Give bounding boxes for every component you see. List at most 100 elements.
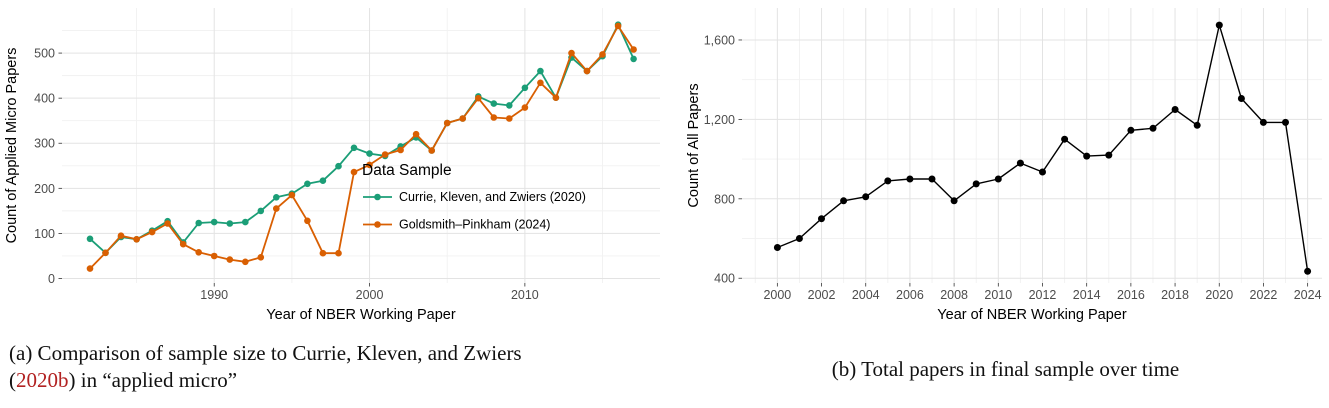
data-point [288,191,296,199]
data-point [257,207,265,215]
axis-ticks: 1990 2000 2010 0 100 200 300 400 500 [34,47,539,302]
data-point [490,100,498,107]
data-point [304,217,311,225]
y-tick-label: 100 [34,227,55,241]
data-point [1282,118,1289,126]
x-tick-label: 2008 [940,288,968,302]
data-point [366,150,373,157]
data-point [257,253,265,261]
data-point [1259,118,1267,126]
data-point [583,67,591,75]
series-line [89,23,635,254]
data-point [521,104,529,111]
data-point [148,228,156,236]
x-tick-label: 2000 [763,288,791,302]
data-point [86,265,94,272]
data-point [304,180,311,188]
data-point [1016,159,1024,167]
data-point [1237,95,1245,102]
gridlines [742,8,1322,283]
citation-link[interactable]: 2020b [16,368,69,392]
data-point [568,49,575,57]
data-point [273,194,280,201]
data-point [133,236,140,243]
data-point [475,94,482,102]
data-point [86,235,94,243]
y-tick-label: 200 [34,182,55,196]
data-point [319,249,327,257]
data-point [1215,21,1223,29]
chart-applied-micro-comparison: 1990 2000 2010 0 100 200 300 400 500 Year of NBER… [4,8,660,323]
x-axis-title: Year of NBER Working Paper [937,307,1127,323]
caption-a-line2-rest: ) in “applied micro” [68,368,238,392]
data-point [335,162,342,170]
legend-title: Data Sample [362,162,452,179]
y-tick-label: 500 [34,47,55,61]
series-line [89,25,635,270]
y-axis-title: Count of Applied Micro Papers [4,48,20,244]
data-point [1171,106,1179,113]
gridlines [62,8,660,283]
y-tick-label: 1,600 [704,33,735,47]
data-point [840,197,848,205]
data-point [459,115,467,122]
data-point [818,215,825,223]
data-point [242,258,249,266]
data-point [210,218,218,226]
y-axis-title: Count of All Papers [686,83,702,207]
data-point [630,46,637,53]
y-tick-label: 800 [714,192,735,206]
data-point [1149,124,1157,132]
data-point [1039,168,1046,176]
data-point [319,177,327,184]
axis-ticks: 2000 2002 2004 2006 2008 2010 2012 2014 2016 2018… [704,33,1322,302]
data-point [350,168,358,176]
data-point [599,51,606,58]
data-point [195,249,202,256]
legend-label: Currie, Kleven, and Zwiers (2020) [399,190,586,204]
legend-label: Goldsmith–Pinkham (2024) [399,218,550,232]
data-point [862,193,870,201]
data-point [1083,152,1091,160]
x-tick-label: 2020 [1205,288,1233,302]
x-axis-title: Year of NBER Working Paper [266,307,456,323]
data-point [179,240,187,248]
data-point [1304,267,1312,275]
x-tick-label: 2000 [356,288,384,302]
data-point [117,232,125,239]
data-point [950,197,958,205]
series-all-papers [773,21,1312,275]
caption-b: (b) Total papers in final sample over ti… [831,357,1180,381]
data-point [1061,135,1069,143]
y-tick-label: 300 [34,137,55,151]
caption-a-line1: (a) Comparison of sample size to Currie,… [9,341,522,365]
data-point [428,147,436,154]
x-tick-label: 2004 [852,288,880,302]
data-point [773,244,781,251]
data-point [1127,126,1135,134]
caption-a: (a) Comparison of sample size to Currie,… [9,340,673,394]
series-goldsmith-pinkham-2024- [86,22,637,272]
x-tick-label: 2010 [984,288,1012,302]
data-point [552,94,560,101]
data-point [443,119,451,127]
data-point [537,79,544,87]
x-tick-label: 2016 [1117,288,1145,302]
data-point [242,218,249,226]
legend: Data Sample Currie, Kleven, and Zwiers (2… [362,162,586,232]
x-tick-label: 2012 [1029,288,1057,302]
data-point [226,256,234,263]
data-point [884,177,892,185]
x-tick-label: 2002 [808,288,836,302]
data-point [195,219,202,227]
legend-key-dot [374,193,381,201]
data-point [335,249,342,257]
y-tick-label: 0 [48,272,55,286]
y-tick-label: 400 [34,92,55,106]
x-tick-label: 2022 [1250,288,1278,302]
x-tick-label: 2014 [1073,288,1101,302]
data-point [521,84,529,92]
y-tick-label: 400 [714,272,735,286]
data-point [366,161,373,169]
